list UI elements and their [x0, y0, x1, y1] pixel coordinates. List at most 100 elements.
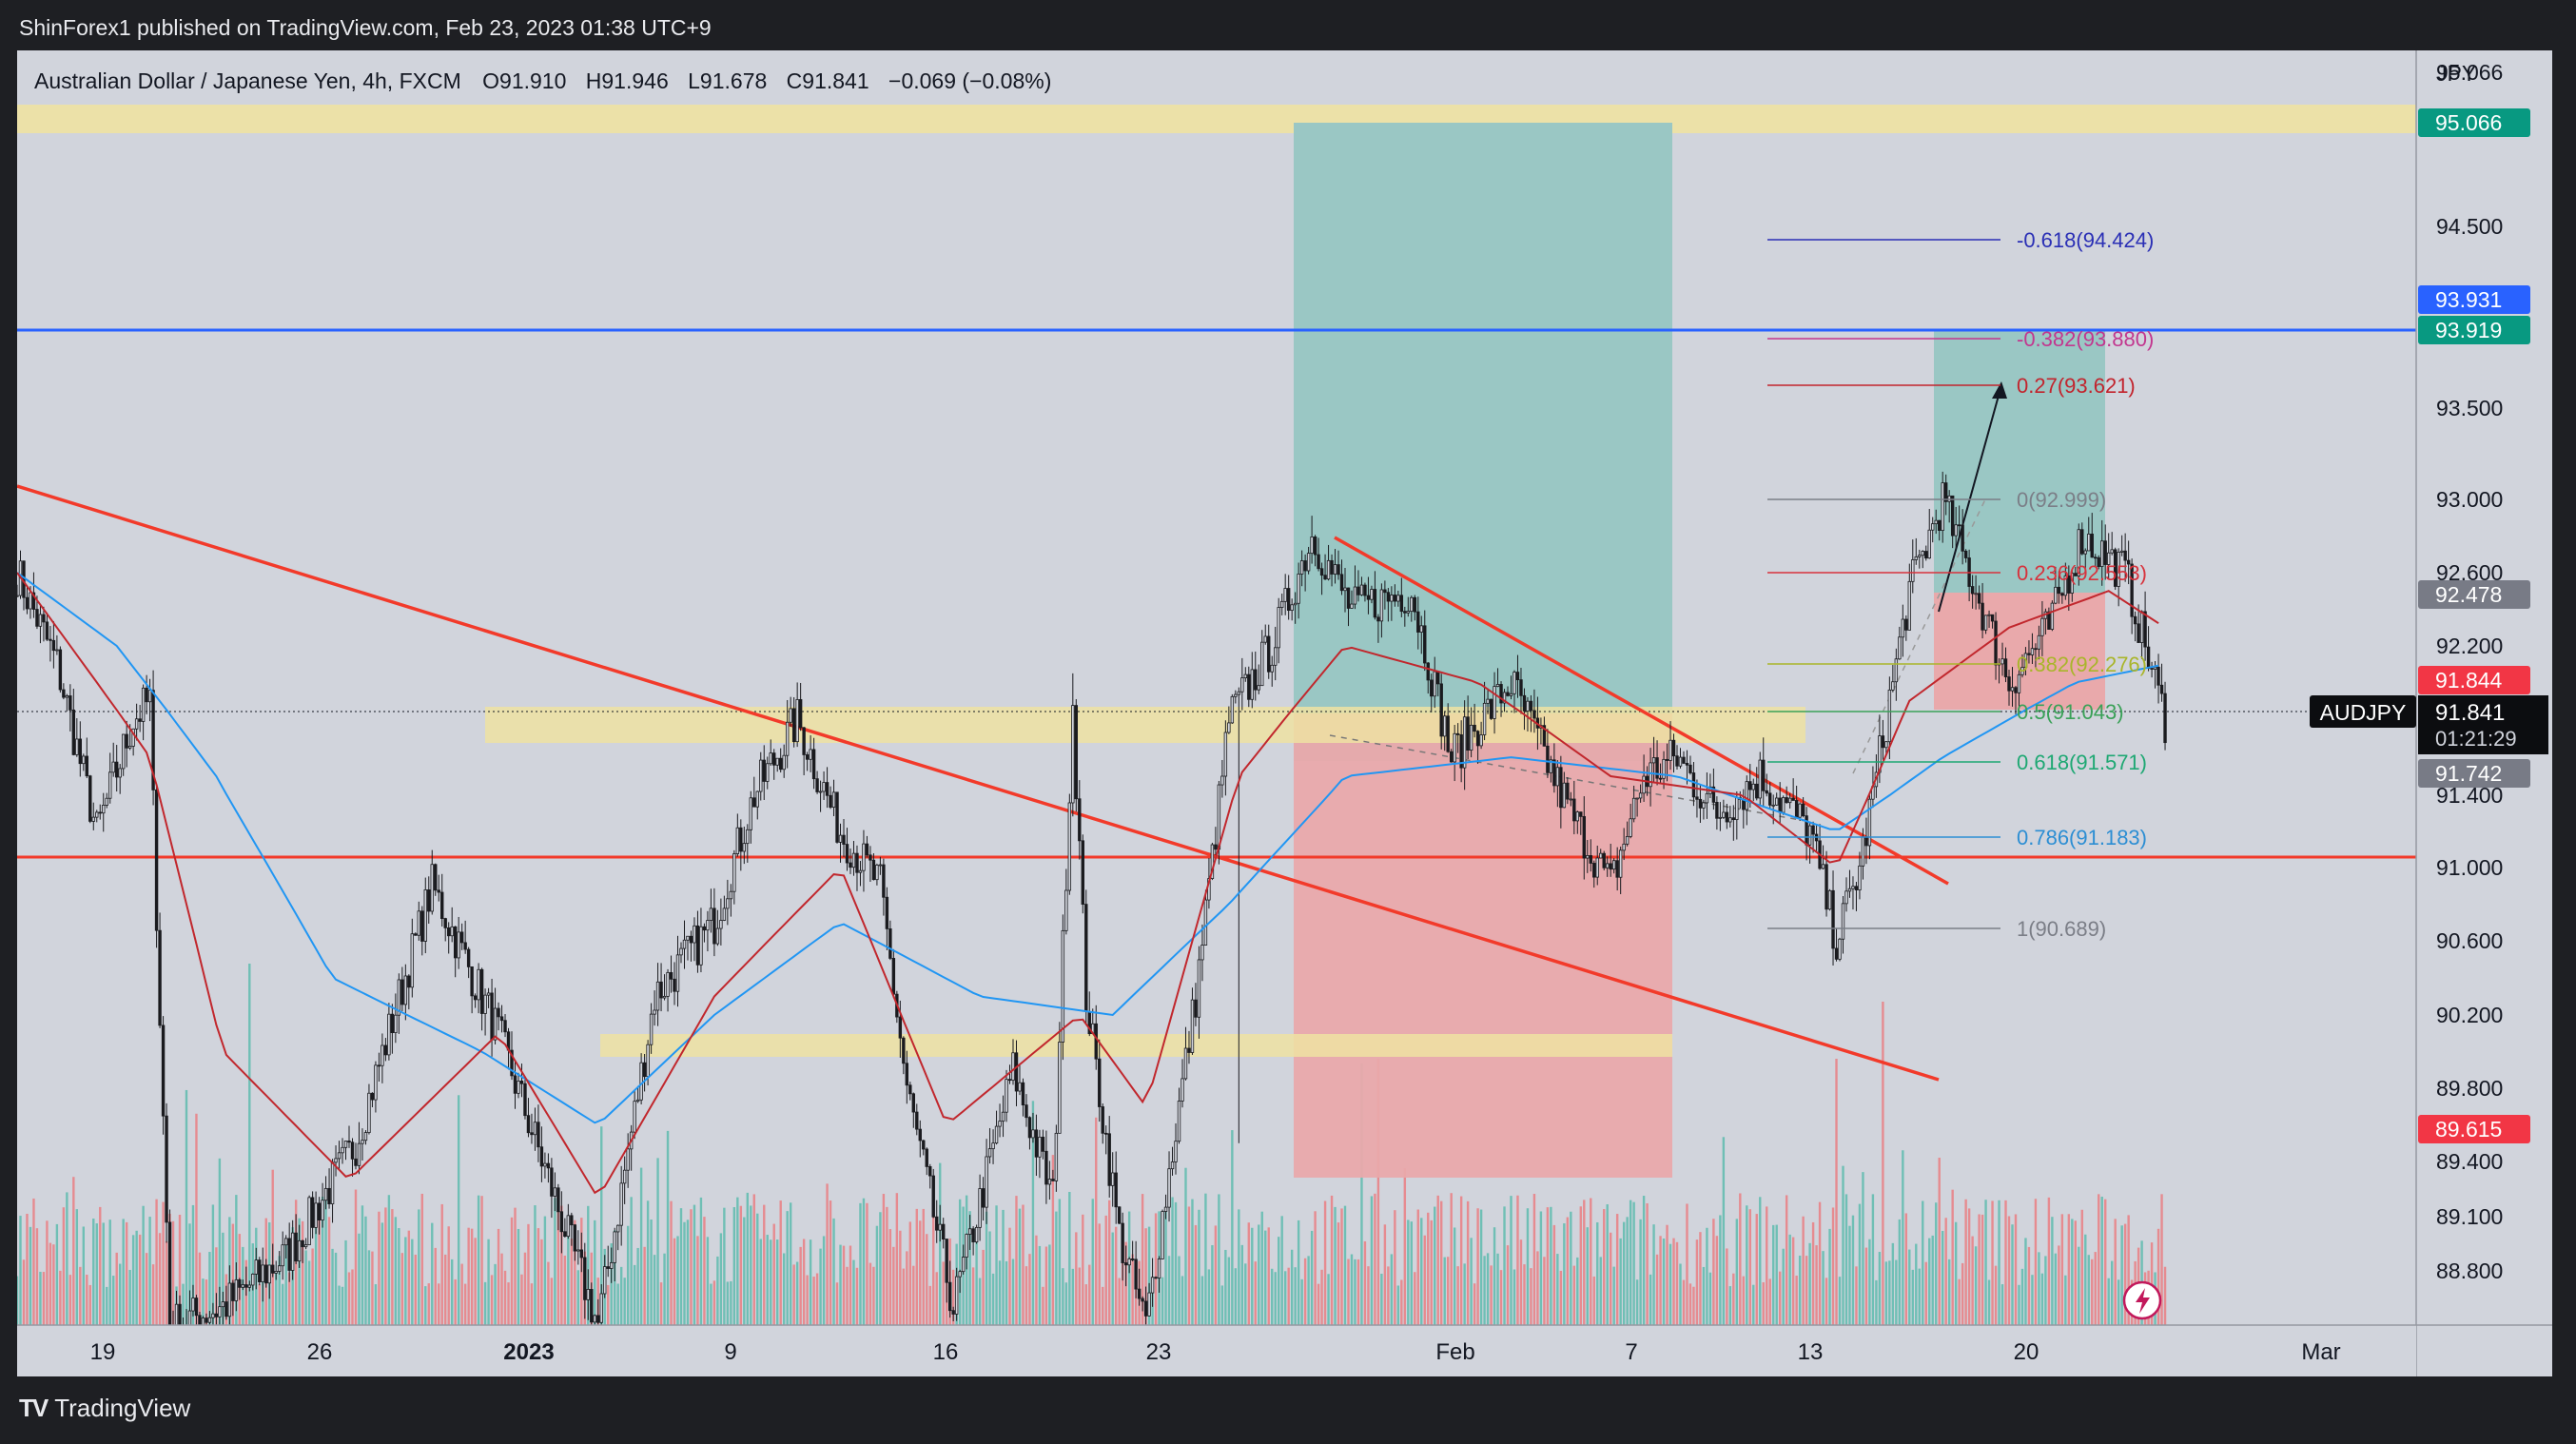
candle-body	[967, 1228, 972, 1235]
candle-body	[842, 834, 846, 845]
currency-label: JPY	[2436, 61, 2476, 86]
volume-bar	[2058, 1245, 2060, 1325]
candle-body	[307, 1197, 311, 1245]
target-arrow	[1938, 384, 2002, 613]
lightning-icon[interactable]	[2122, 1280, 2162, 1320]
candle-body	[669, 971, 673, 980]
volume-bar	[1768, 1278, 1771, 1325]
volume-bar	[2020, 1268, 2024, 1325]
candle-body	[1559, 767, 1563, 809]
price-tick-label: 90.200	[2436, 1003, 2503, 1027]
volume-bar	[1579, 1206, 1582, 1325]
candle-body	[1791, 797, 1795, 801]
volume-bar	[1178, 1256, 1181, 1325]
volume-bar	[699, 1197, 703, 1325]
volume-bar	[1818, 1201, 1822, 1325]
candle-body	[174, 1303, 179, 1325]
volume-bar	[387, 1195, 391, 1325]
volume-bar	[22, 1259, 26, 1325]
time-axis[interactable]	[17, 1325, 2416, 1376]
volume-bar	[1506, 1245, 1510, 1325]
volume-bar	[1785, 1195, 1788, 1325]
candle-body	[1370, 589, 1374, 600]
volume-bar	[928, 1285, 931, 1325]
price-badge-label: 93.931	[2435, 287, 2502, 312]
volume-bar	[1430, 1220, 1433, 1325]
volume-bar	[381, 1222, 384, 1325]
candle-body	[2040, 617, 2044, 636]
time-tick-label: Mar	[2301, 1339, 2340, 1365]
candle-body	[659, 981, 663, 999]
candle-body	[811, 749, 816, 780]
candle-body	[619, 1182, 623, 1226]
candle-body	[849, 862, 852, 868]
volume-bar	[1490, 1265, 1493, 1325]
volume-bar	[530, 1283, 534, 1325]
candle-body	[1134, 1259, 1138, 1290]
candle-body	[1290, 604, 1294, 612]
candle-body	[1625, 836, 1630, 845]
candle-body	[443, 918, 447, 928]
volume-bar	[1440, 1200, 1443, 1325]
candle-body	[1353, 586, 1357, 605]
candle-body	[317, 1202, 322, 1220]
volume-bar	[86, 1275, 88, 1325]
candle-body	[1443, 715, 1447, 737]
candle-body	[1482, 702, 1487, 735]
candle-body	[1274, 647, 1278, 666]
volume-bar	[1778, 1271, 1782, 1325]
volume-bar	[364, 1216, 367, 1325]
volume-bar	[2004, 1200, 2007, 1325]
time-ticks: 19 26 2023 9 16 23 Feb 7 13 20 Mar	[90, 1339, 2341, 1365]
footer-brand[interactable]: TV TradingView	[19, 1394, 190, 1423]
candle-body	[1234, 693, 1238, 697]
candle-body	[712, 907, 716, 945]
descending-trendline	[17, 484, 1940, 1082]
candle-body	[42, 614, 46, 623]
candle-body	[370, 1092, 375, 1101]
volume-bar	[1762, 1281, 1765, 1325]
candle-body	[994, 1125, 999, 1144]
price-tick-label: 88.800	[2436, 1259, 2503, 1283]
volume-bar	[1981, 1214, 1984, 1325]
candle-body	[497, 1007, 500, 1018]
candle-body	[207, 1317, 212, 1323]
candle-body	[1768, 792, 1772, 806]
current-price-tag[interactable]: AUDJPY 91.841 01:21:29	[2310, 695, 2548, 754]
candle-body	[1247, 673, 1251, 700]
volume-bar	[1194, 1224, 1198, 1325]
volume-bar	[1214, 1225, 1218, 1325]
volume-bar	[1519, 1239, 1523, 1325]
candle-body	[1203, 899, 1208, 946]
candle-body	[1529, 700, 1533, 712]
volume-bar	[1672, 1238, 1675, 1325]
candle-body	[1190, 999, 1195, 1053]
volume-bar	[2091, 1259, 2094, 1325]
candle-body	[1027, 1117, 1032, 1139]
candle-body	[809, 749, 812, 760]
demand-zone	[485, 707, 1805, 743]
volume-bar	[2084, 1234, 2087, 1325]
price-chart[interactable]: -0.618(94.424) -0.382(93.880) 0.27(93.621)…	[17, 50, 2552, 1376]
volume-bar	[1360, 1063, 1363, 1325]
volume-bar	[1323, 1200, 1327, 1325]
drawing-lines	[17, 328, 2416, 1082]
candle-body	[1924, 551, 1928, 559]
candle-body	[234, 1278, 239, 1301]
candle-body	[1001, 1111, 1005, 1122]
candle-body	[1379, 589, 1384, 622]
candle-body	[715, 927, 720, 945]
candle-body	[430, 864, 434, 912]
volume-bar	[556, 1208, 560, 1325]
volume-bar	[215, 1247, 218, 1325]
candle-body	[147, 690, 152, 703]
volume-bar	[1290, 1249, 1294, 1325]
volume-bar	[231, 1223, 235, 1325]
volume-bar	[1068, 1192, 1071, 1325]
candle-body	[2023, 653, 2028, 668]
candle-body	[1894, 658, 1899, 683]
volume-bar	[1825, 1278, 1828, 1325]
candle-body	[1413, 596, 1416, 613]
candle-body	[599, 1293, 603, 1323]
volume-bar	[985, 1211, 988, 1325]
